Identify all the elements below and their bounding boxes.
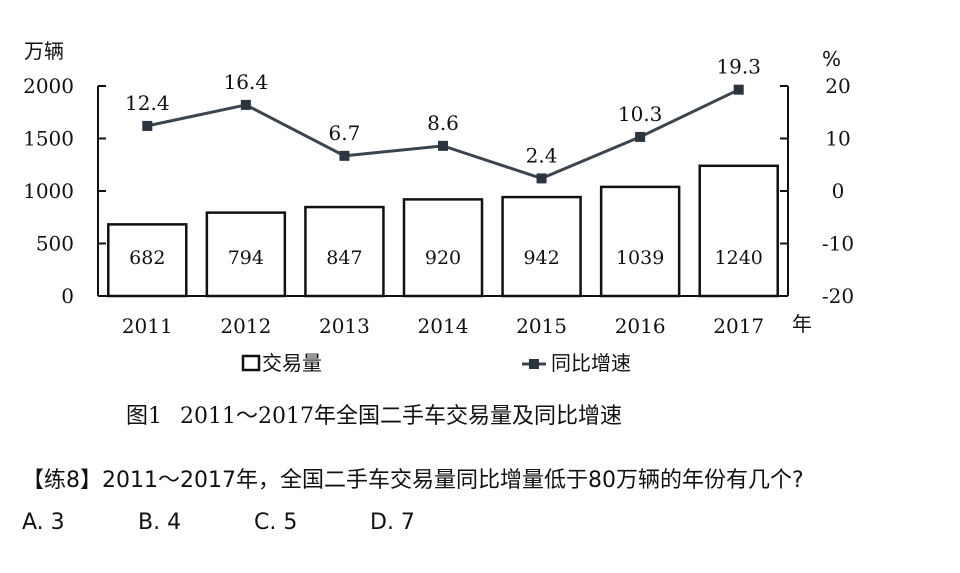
- x-tick-label: 2012: [220, 314, 271, 338]
- bar-series: 682 794 847 920 942 1039 1240: [107, 164, 779, 298]
- x-tick-label: 2015: [516, 314, 567, 338]
- option-c[interactable]: C. 5: [254, 510, 298, 535]
- legend-bar-label: 交易量: [262, 351, 322, 375]
- legend-line-label: 同比增速: [551, 351, 631, 375]
- bar-value-label: 1039: [616, 247, 664, 269]
- bar: [698, 164, 779, 298]
- legend-line-marker: [529, 359, 539, 369]
- bar: [599, 185, 681, 298]
- right-tick-label: 20: [825, 74, 850, 98]
- line-value-label: 2.4: [526, 143, 558, 167]
- right-tick-label: -20: [822, 284, 854, 308]
- line-value-label: 19.3: [716, 55, 761, 79]
- x-tick-label: 2014: [418, 314, 469, 338]
- line-series: [142, 84, 744, 184]
- x-tick-label: 2013: [319, 314, 370, 338]
- left-tick-label: 1000: [23, 179, 74, 203]
- x-tick-label: 2016: [615, 314, 666, 338]
- answer-options: A. 3 B. 4 C. 5 D. 7: [22, 510, 486, 535]
- figure-caption: 图1 2011～2017年全国二手车交易量及同比增速: [126, 398, 640, 430]
- bar-value-label: 1240: [715, 247, 763, 269]
- line-value-label: 10.3: [618, 102, 663, 126]
- line-value-label: 12.4: [125, 91, 170, 115]
- bar: [402, 198, 484, 298]
- legend-bar-swatch: [241, 354, 261, 372]
- line-point: [240, 99, 251, 110]
- option-a[interactable]: A. 3: [22, 510, 65, 535]
- bar: [205, 211, 287, 298]
- right-tick-label: -10: [822, 232, 854, 256]
- x-axis-unit: 年: [792, 312, 812, 336]
- option-b[interactable]: B. 4: [138, 510, 182, 535]
- line-value-label: 16.4: [224, 70, 269, 94]
- combo-chart: 0 500 1000 1500 2000 -20 -10 0 10 20 万辆 % 年 2011 2012 2…: [23, 39, 854, 375]
- bar-value-label: 920: [425, 247, 461, 269]
- line-point: [438, 140, 448, 151]
- left-tick-label: 500: [36, 232, 74, 256]
- line-point: [635, 131, 646, 142]
- bar-value-label: 794: [228, 247, 264, 269]
- bar-value-label: 847: [326, 247, 362, 269]
- figure-number: 图1: [126, 404, 162, 429]
- bar: [304, 205, 385, 298]
- bar: [501, 195, 582, 298]
- line-point: [339, 150, 350, 161]
- right-axis-unit: %: [822, 47, 841, 71]
- chart-axes: 0 500 1000 1500 2000 -20 -10 0 10 20 万辆 % 年 2011 2012 2…: [23, 39, 854, 338]
- x-tick-label: 2017: [713, 314, 764, 338]
- chart-legend: 交易量 同比增速: [241, 351, 631, 375]
- line-value-label: 8.6: [427, 111, 459, 135]
- figure-title: 2011～2017年全国二手车交易量及同比增速: [180, 404, 622, 429]
- x-tick-label: 2011: [122, 314, 173, 338]
- line-point: [142, 120, 153, 131]
- left-tick-label: 0: [61, 284, 74, 308]
- question-text: 【练8】2011～2017年，全国二手车交易量同比增量低于80万辆的年份有几个?: [22, 468, 804, 493]
- bar: [107, 223, 188, 298]
- left-tick-label: 2000: [23, 74, 74, 98]
- left-tick-label: 1500: [23, 127, 74, 151]
- line-point: [536, 173, 547, 184]
- right-tick-label: 0: [832, 179, 845, 203]
- bar-value-label: 682: [129, 247, 165, 269]
- line-point: [733, 84, 744, 95]
- left-axis-unit: 万辆: [24, 39, 64, 63]
- bar-value-label: 942: [523, 247, 559, 269]
- right-tick-label: 10: [825, 127, 850, 151]
- option-d[interactable]: D. 7: [370, 510, 415, 535]
- line-value-label: 6.7: [329, 121, 361, 145]
- chart-labels: 12.4 16.4 6.7 8.6 2.4 10.3 19.3: [125, 55, 761, 168]
